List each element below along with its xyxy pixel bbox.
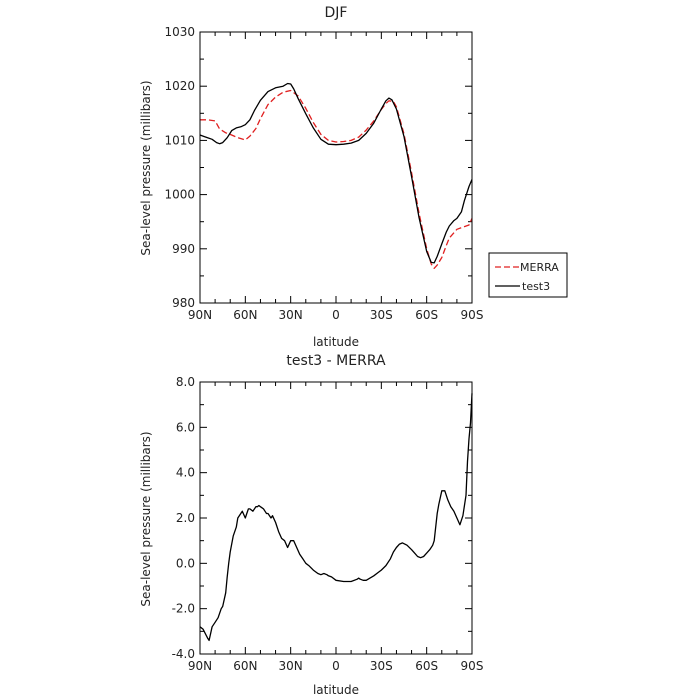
legend-box bbox=[488, 252, 568, 298]
series-lines bbox=[199, 393, 473, 642]
axis-ticks: 90N 60N 30N 0 30S 60S 90S 980 990 1000 1010 1020 103… bbox=[164, 25, 483, 322]
y-tick-label: 1030 bbox=[164, 25, 195, 39]
y-tick-label: 2.0 bbox=[176, 511, 195, 525]
y-tick-label: 0.0 bbox=[176, 556, 195, 570]
x-tick-label: 90S bbox=[461, 308, 484, 322]
y-tick-label: 8.0 bbox=[176, 375, 195, 389]
y-tick-label: -4.0 bbox=[172, 647, 195, 661]
axis-ticks: 90N 60N 30N 0 30S 60S 90S -4.0 -2.0 0.0 2.0 4.0 6.0 8… bbox=[172, 375, 484, 673]
legend-label-test3: test3 bbox=[522, 280, 550, 293]
x-tick-label: 0 bbox=[332, 308, 340, 322]
x-tick-label: 0 bbox=[332, 659, 340, 673]
x-tick-label: 60S bbox=[415, 308, 438, 322]
y-axis-label: Sea-level pressure (millibars) bbox=[139, 431, 153, 606]
series-lines bbox=[199, 82, 473, 269]
x-tick-label: 90N bbox=[188, 659, 212, 673]
chart-title: test3 - MERRA bbox=[286, 353, 386, 369]
y-tick-label: -2.0 bbox=[172, 602, 195, 616]
chart-panel-djf: DJF Sea-level pressure (millibars) latit… bbox=[139, 5, 483, 349]
y-tick-label: 1010 bbox=[164, 133, 195, 147]
chart-panel-diff: test3 - MERRA Sea-level pressure (millib… bbox=[139, 353, 483, 697]
x-tick-label: 30S bbox=[370, 659, 393, 673]
y-tick-label: 1000 bbox=[164, 188, 195, 202]
y-tick-label: 1020 bbox=[164, 79, 195, 93]
plot-frame bbox=[199, 381, 473, 655]
chart-title: DJF bbox=[325, 5, 348, 21]
series-line-test3 bbox=[199, 82, 473, 264]
series-line-merra bbox=[200, 89, 473, 269]
x-axis-label: latitude bbox=[313, 335, 359, 349]
x-tick-label: 30S bbox=[370, 308, 393, 322]
y-tick-label: 4.0 bbox=[176, 466, 195, 480]
y-axis-label: Sea-level pressure (millibars) bbox=[139, 80, 153, 255]
plot-frame bbox=[199, 31, 473, 304]
x-tick-label: 30N bbox=[279, 659, 303, 673]
x-tick-label: 30N bbox=[279, 308, 303, 322]
x-axis-label: latitude bbox=[313, 683, 359, 697]
x-tick-label: 60S bbox=[415, 659, 438, 673]
series-line-0 bbox=[199, 393, 473, 642]
x-tick-label: 60N bbox=[233, 308, 257, 322]
y-tick-label: 990 bbox=[172, 242, 195, 256]
x-tick-label: 90S bbox=[461, 659, 484, 673]
y-tick-label: 980 bbox=[172, 296, 195, 310]
legend: MERRA test3 bbox=[488, 252, 568, 298]
y-tick-label: 6.0 bbox=[176, 420, 195, 434]
x-tick-label: 90N bbox=[188, 308, 212, 322]
legend-label-merra: MERRA bbox=[520, 261, 559, 274]
x-tick-label: 60N bbox=[233, 659, 257, 673]
